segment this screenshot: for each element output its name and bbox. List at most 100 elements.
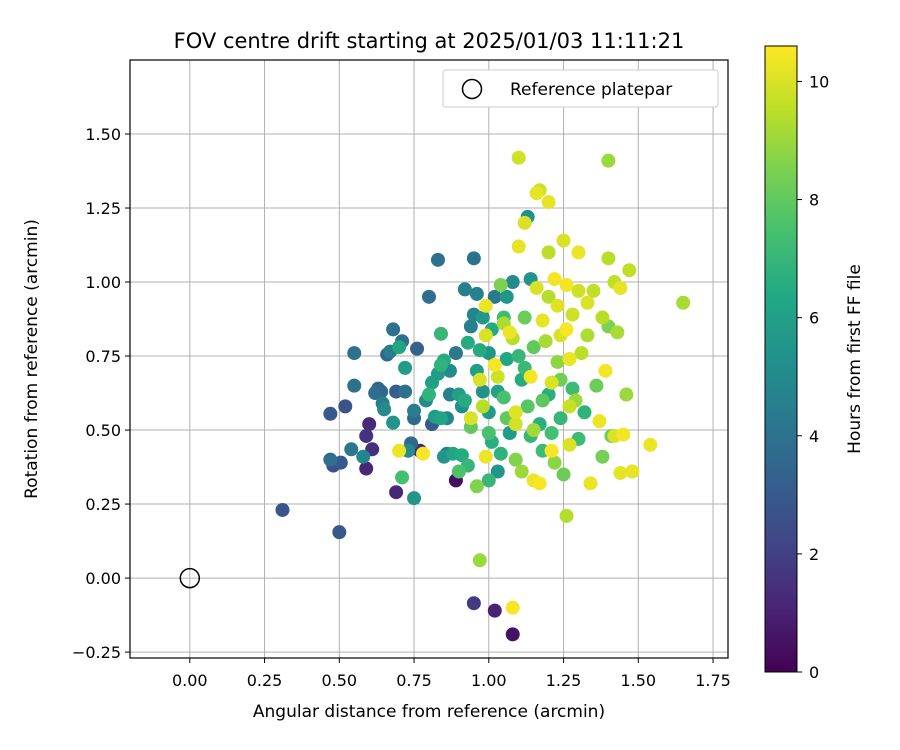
data-point <box>511 349 526 364</box>
y-axis-ticks: −0.25 0.00 0.25 0.50 0.75 1.00 1.25 1.50 <box>72 125 130 662</box>
data-point <box>556 467 571 482</box>
data-point <box>601 251 616 266</box>
data-point <box>565 381 580 396</box>
data-point <box>424 375 439 390</box>
data-point <box>547 272 562 287</box>
data-point <box>386 322 401 337</box>
legend-box <box>442 69 719 108</box>
data-point <box>559 508 574 523</box>
x-axis-ticks: 0.00 0.25 0.50 0.75 1.00 1.25 1.50 1.75 <box>172 658 731 690</box>
data-point <box>475 310 490 325</box>
data-point <box>559 277 574 292</box>
data-point <box>544 375 559 390</box>
data-point <box>571 283 586 298</box>
data-point <box>395 470 410 485</box>
data-point <box>463 411 478 426</box>
y-tick-label: 0.00 <box>85 569 121 588</box>
data-point <box>463 319 478 334</box>
y-axis-label: Rotation from reference (arcmin) <box>22 219 42 499</box>
y-tick-label: 0.75 <box>85 347 121 366</box>
data-point <box>344 442 359 457</box>
data-point <box>526 423 541 438</box>
data-point <box>398 360 413 375</box>
data-point <box>508 452 523 467</box>
data-point <box>386 415 401 430</box>
data-point <box>475 399 490 414</box>
data-point <box>562 437 577 452</box>
data-point <box>407 403 422 418</box>
data-point <box>490 464 505 479</box>
data-point <box>550 298 565 313</box>
data-point <box>538 334 553 349</box>
reference-point-marker <box>179 567 201 589</box>
data-point <box>416 446 431 461</box>
chart-title: FOV centre drift starting at 2025/01/03 … <box>174 29 685 53</box>
legend-marker <box>461 78 483 100</box>
data-points <box>275 150 691 642</box>
colorbar-tick-label: 6 <box>809 309 819 328</box>
data-point <box>583 476 598 491</box>
data-point <box>332 525 347 540</box>
data-point <box>472 372 487 387</box>
data-point <box>362 417 377 432</box>
data-point <box>454 448 469 463</box>
data-point <box>469 286 484 301</box>
x-tick-label: 0.75 <box>396 671 432 690</box>
data-point <box>574 346 589 361</box>
data-point <box>613 465 628 480</box>
data-point <box>580 295 595 310</box>
data-point <box>508 405 523 420</box>
data-point <box>541 245 556 260</box>
data-point <box>550 354 565 369</box>
data-point <box>457 393 472 408</box>
data-point <box>529 186 544 201</box>
grid-lines <box>130 60 728 658</box>
data-point <box>338 399 353 414</box>
y-tick-label: 1.00 <box>85 273 121 292</box>
data-point <box>580 328 595 343</box>
data-point <box>595 449 610 464</box>
data-point <box>478 328 493 343</box>
data-point <box>496 390 511 405</box>
x-tick-label: 1.75 <box>695 671 731 690</box>
data-point <box>511 150 526 165</box>
data-point <box>511 239 526 254</box>
colorbar-label: Hours from first FF file <box>845 264 865 454</box>
data-point <box>616 427 631 442</box>
x-axis-label: Angular distance from reference (arcmin) <box>253 702 605 722</box>
data-point <box>625 464 640 479</box>
data-point <box>613 280 628 295</box>
data-point <box>275 502 290 517</box>
data-point <box>487 603 502 618</box>
data-point <box>559 322 574 337</box>
data-point <box>377 402 392 417</box>
y-tick-label: −0.25 <box>72 643 121 662</box>
data-point <box>517 215 532 230</box>
data-point <box>430 252 445 267</box>
data-point <box>433 411 448 426</box>
data-point <box>553 411 568 426</box>
x-tick-label: 1.00 <box>471 671 507 690</box>
data-point <box>562 352 577 366</box>
data-point <box>586 283 601 298</box>
data-point <box>595 310 610 325</box>
data-point <box>389 485 404 500</box>
colorbar-ticks: 0 2 4 6 8 10 <box>797 72 829 682</box>
legend: Reference platepar <box>442 69 719 108</box>
data-point <box>499 352 514 366</box>
data-point <box>598 363 613 378</box>
data-point <box>622 263 637 278</box>
data-point <box>520 399 535 414</box>
data-point <box>502 325 517 340</box>
data-point <box>392 443 407 458</box>
data-point <box>562 399 577 414</box>
data-point <box>544 426 559 441</box>
data-point <box>499 289 514 304</box>
data-point <box>407 491 422 506</box>
data-point <box>643 437 658 452</box>
colorbar-tick-label: 10 <box>809 72 829 91</box>
data-point <box>535 313 550 328</box>
data-point <box>466 251 481 266</box>
x-tick-label: 0.25 <box>247 671 283 690</box>
